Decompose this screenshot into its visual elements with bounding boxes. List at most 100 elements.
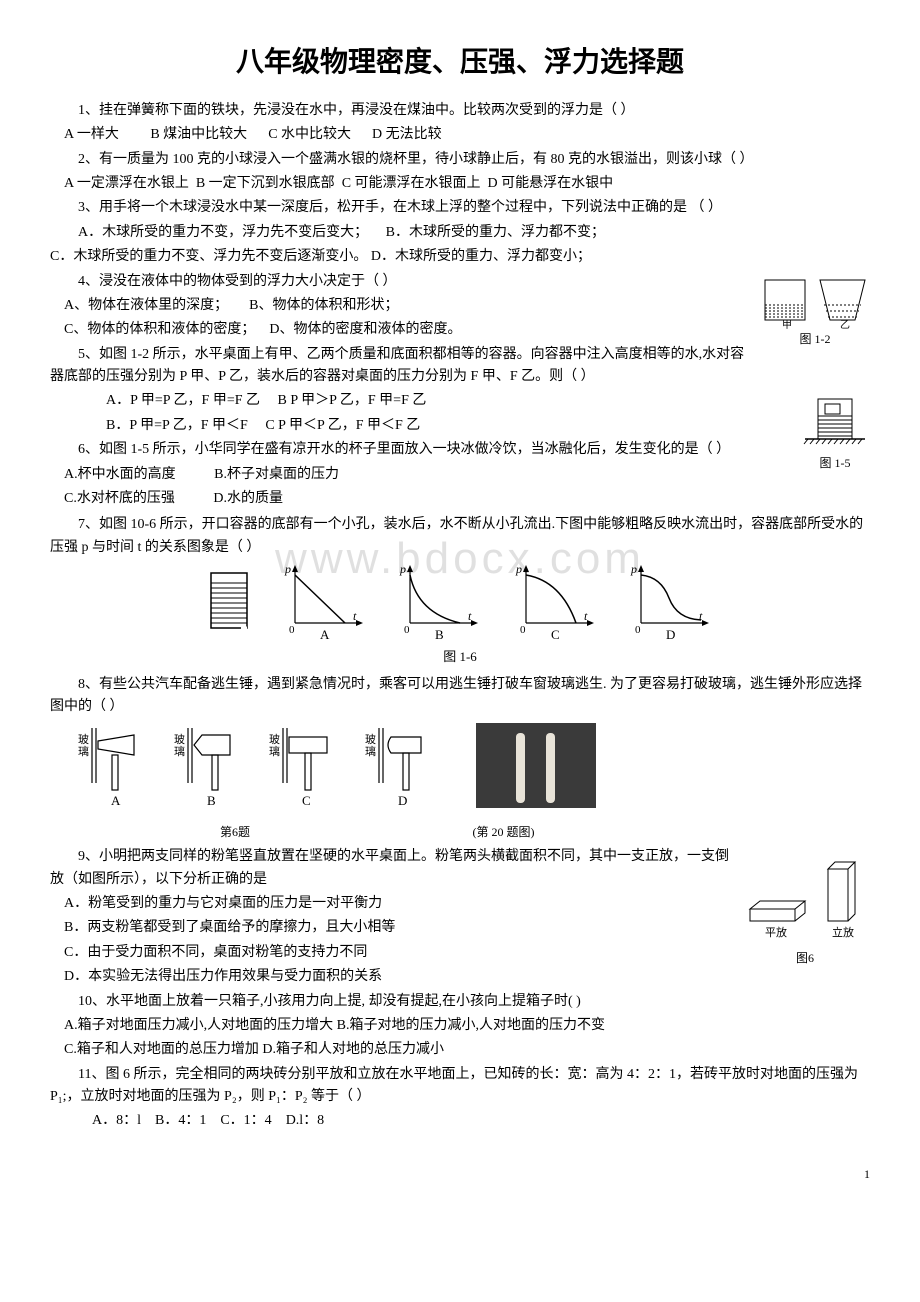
q2-optB: B 一定下沉到水银底部 — [196, 176, 335, 191]
q3-optB: B．木球所受的重力、浮力都不变； — [386, 225, 605, 240]
q10-optC: C.箱子和人对地面的总压力增加 — [64, 1042, 259, 1057]
fig12-caption: 图 1-2 — [760, 330, 870, 349]
q7-container — [199, 563, 259, 643]
svg-text:玻: 玻 — [365, 733, 376, 746]
q8-captions-row: 第6题 (第 20 题图) — [50, 822, 870, 844]
svg-text:玻: 玻 — [269, 733, 280, 746]
q7-graph-D: p t 0 D — [621, 563, 721, 643]
q2-optC: C 可能漂浮在水银面上 — [342, 176, 481, 191]
figure-1-5: 图 1-5 — [800, 394, 870, 473]
q5-row2: B．P 甲=P 乙，F 甲＜F C P 甲＜P 乙，F 甲＜F 乙 — [50, 415, 870, 437]
svg-text:甲: 甲 — [782, 320, 792, 330]
question-5: 5、如图 1-2 所示，水平桌面上有甲、乙两个质量和底面积都相等的容器。向容器中… — [50, 344, 870, 389]
svg-text:0: 0 — [289, 624, 295, 636]
figure-1-2: 甲 乙 图 1-2 — [760, 275, 870, 349]
question-7: 7、如图 10-6 所示，开口容器的底部有一个小孔，装水后，水不断从小孔流出.下… — [50, 514, 870, 559]
q10-optD: D.箱子和人对地的总压力减小 — [262, 1042, 444, 1057]
q7-figures: p t 0 A p t 0 B p t 0 C p t 0 D — [50, 563, 870, 643]
question-4: 4、浸没在液体中的物体受到的浮力大小决定于（ ） — [50, 271, 870, 293]
page-number: 1 — [50, 1165, 870, 1184]
q11-optB: B．4：1 — [155, 1113, 206, 1128]
q3-row2: C．木球所受的重力不变、浮力先不变后逐渐变小。 D．木球所受的重力、浮力都变小； — [50, 246, 870, 268]
q10-row2: C.箱子和人对地面的总压力增加 D.箱子和人对地的总压力减小 — [50, 1039, 870, 1061]
q8-photo — [476, 723, 596, 818]
q5-optB: B P 甲＞P 乙，F 甲=F 乙 — [278, 393, 427, 408]
q1-options: A 一样大 B 煤油中比较大 C 水中比较大 D 无法比较 — [50, 124, 870, 146]
q5-row1: A．P 甲=P 乙，F 甲=F 乙 B P 甲＞P 乙，F 甲=F 乙 — [50, 390, 870, 412]
svg-text:A: A — [320, 627, 330, 642]
question-6: 6、如图 1-5 所示，小华同学在盛有凉开水的杯子里面放入一块冰做冷饮，当冰融化… — [50, 439, 870, 461]
q5-optD: C P 甲＜P 乙，F 甲＜F 乙 — [265, 418, 420, 433]
svg-text:璃: 璃 — [174, 744, 185, 758]
q8-label: 第6题 — [70, 823, 400, 842]
svg-text:p: p — [399, 563, 406, 576]
question-3: 3、用手将一个木球浸没水中某一深度后，松开手，在木球上浮的整个过程中，下列说法中… — [50, 197, 870, 219]
q7-graph-C: p t 0 C — [506, 563, 606, 643]
svg-text:平放: 平放 — [765, 925, 787, 939]
q10-row1: A.箱子对地面压力减小,人对地面的压力增大 B.箱子对地的压力减小,人对地面的压… — [50, 1015, 870, 1037]
svg-text:乙: 乙 — [840, 319, 850, 330]
q4-optA: A、物体在液体里的深度； — [64, 298, 228, 313]
q9-optD: D．本实验无法得出压力作用效果与受力面积的关系 — [50, 966, 870, 988]
q5-optC: B．P 甲=P 乙，F 甲＜F — [106, 418, 248, 433]
q6-optC: C.水对杯底的压强 — [64, 491, 175, 506]
q4-row1: A、物体在液体里的深度； B、物体的体积和形状； — [50, 295, 870, 317]
svg-text:立放: 立放 — [832, 925, 854, 939]
svg-text:玻: 玻 — [174, 733, 185, 746]
svg-text:B: B — [207, 793, 216, 808]
fig16-caption: 图 1-6 — [50, 647, 870, 668]
svg-text:C: C — [551, 627, 560, 642]
fig12-svg: 甲 乙 — [760, 275, 870, 330]
q4-optC: C、物体的体积和液体的密度； — [64, 322, 255, 337]
q4-optB: B、物体的体积和形状； — [249, 298, 398, 313]
q6-row1: A.杯中水面的高度 B.杯子对桌面的压力 — [50, 464, 870, 486]
q10-optA: A.箱子对地面压力减小,人对地面的压力增大 — [64, 1018, 333, 1033]
q11-options: A．8：l B．4：1 C．1：4 D.l：8 — [50, 1110, 870, 1132]
q8-hammer-A: 玻 璃 A — [76, 723, 156, 813]
q2-optD: D 可能悬浮在水银中 — [488, 176, 614, 191]
q7-graph-A: p t 0 A — [275, 563, 375, 643]
svg-text:0: 0 — [404, 624, 410, 636]
q3-optC: C．木球所受的重力不变、浮力先不变后逐渐变小。 — [50, 249, 367, 264]
q11-optA: A．8：l — [92, 1113, 141, 1128]
q4-optD: D、物体的密度和液体的密度。 — [269, 322, 461, 337]
q5-optA: A．P 甲=P 乙，F 甲=F 乙 — [106, 393, 260, 408]
svg-text:B: B — [435, 627, 444, 642]
svg-text:D: D — [666, 627, 675, 642]
q4-row2: C、物体的体积和液体的密度； D、物体的密度和液体的密度。 — [50, 319, 870, 341]
q8-hammer-C: 玻 璃 C — [267, 723, 347, 813]
q6-optD: D.水的质量 — [213, 491, 283, 506]
q10-optB: B.箱子对地的压力减小,人对地面的压力不变 — [337, 1018, 605, 1033]
q8-glass-A: 玻 — [78, 733, 89, 746]
fig15-caption: 图 1-5 — [800, 454, 870, 473]
svg-text:D: D — [398, 793, 407, 808]
question-1: 1、挂在弹簧称下面的铁块，先浸没在水中，再浸没在煤油中。比较两次受到的浮力是（ … — [50, 100, 870, 122]
q1-optB: B 煤油中比较大 — [150, 127, 247, 142]
q3-row1: A．木球所受的重力不变，浮力先不变后变大； B．木球所受的重力、浮力都不变； — [50, 222, 870, 244]
svg-text:A: A — [111, 793, 121, 808]
svg-text:璃: 璃 — [365, 744, 376, 758]
fig6-svg: 平放 立放 — [740, 854, 870, 949]
q8-hammer-B: 玻 璃 B — [172, 723, 252, 813]
figure-6: 平放 立放 图6 — [740, 854, 870, 968]
svg-text:p: p — [515, 563, 522, 576]
question-10: 10、水平地面上放着一只箱子,小孩用力向上提, 却没有提起,在小孩向上提箱子时(… — [50, 991, 870, 1013]
svg-text:0: 0 — [635, 624, 641, 636]
svg-text:p: p — [284, 563, 291, 576]
q1-optD: D 无法比较 — [372, 127, 442, 142]
fig15-svg — [800, 394, 870, 454]
q1-optA: A 一样大 — [64, 127, 119, 142]
q2-optA: A 一定漂浮在水银上 — [64, 176, 189, 191]
q6-row2: C.水对杯底的压强 D.水的质量 — [50, 488, 870, 510]
q3-optD: D．木球所受的重力、浮力都变小； — [371, 249, 591, 264]
q8-figures: 玻 璃 A 玻 璃 B 玻 璃 C 玻 璃 D — [50, 723, 870, 818]
q6-optA: A.杯中水面的高度 — [64, 467, 176, 482]
svg-text:0: 0 — [520, 624, 526, 636]
fig6-caption: 图6 — [740, 949, 870, 968]
q2-options: A 一定漂浮在水银上 B 一定下沉到水银底部 C 可能漂浮在水银面上 D 可能悬… — [50, 173, 870, 195]
q1-optC: C 水中比较大 — [268, 127, 351, 142]
q8-hammer-D: 玻 璃 D — [363, 723, 443, 813]
svg-text:C: C — [302, 793, 311, 808]
q6-optB: B.杯子对桌面的压力 — [214, 467, 339, 482]
question-8: 8、有些公共汽车配备逃生锤，遇到紧急情况时，乘客可以用逃生锤打破车窗玻璃逃生. … — [50, 674, 870, 719]
